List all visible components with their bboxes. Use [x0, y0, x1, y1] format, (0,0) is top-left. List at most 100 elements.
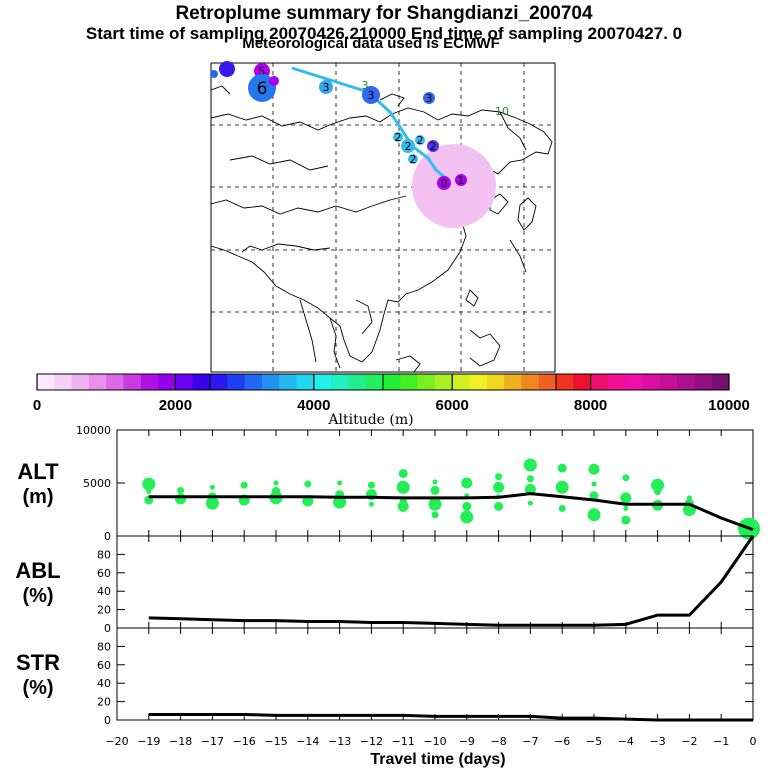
x-tick-label: −20 — [105, 735, 128, 748]
scatter-point — [205, 496, 219, 510]
y-tick-label: 40 — [97, 677, 111, 690]
scatter-point — [621, 515, 631, 525]
colorbar: 0 2000 4000 6000 8000 10000 Altitude (m) Mete… — [33, 35, 750, 428]
x-tick-label: −1 — [713, 735, 729, 748]
cluster-marker — [415, 135, 425, 145]
x-tick-label: −18 — [169, 735, 192, 748]
y-tick-label: 0 — [104, 622, 111, 635]
scatter-point — [428, 497, 442, 511]
cluster-label: 5 — [259, 65, 266, 78]
scatter-point — [588, 463, 600, 475]
x-tick-label: −8 — [490, 735, 506, 748]
x-tick-label: −2 — [681, 735, 697, 748]
colorbar-label: Altitude (m) — [327, 412, 413, 428]
y-tick-label: 60 — [97, 659, 111, 672]
colorbar-cell — [348, 374, 367, 390]
cluster-label: 2 — [395, 131, 402, 144]
y-tick-label: 0 — [104, 530, 111, 543]
cluster-label: 3 — [368, 89, 375, 102]
panel-label: ALT — [17, 459, 59, 484]
cluster-label: 2 — [417, 134, 424, 147]
cluster-marker — [269, 76, 279, 86]
colorbar-cell — [71, 374, 90, 390]
scatter-point — [462, 501, 472, 511]
cluster-label: 3 — [362, 79, 369, 92]
colorbar-cell — [625, 374, 643, 390]
cluster-marker — [319, 80, 333, 94]
colorbar-cell — [261, 374, 280, 390]
cluster-marker — [455, 174, 467, 186]
colorbar-cell — [106, 374, 124, 390]
colorbar-cell — [175, 374, 194, 390]
colorbar-cell — [313, 374, 332, 390]
panel-unit: (m) — [22, 486, 53, 508]
cluster-marker — [427, 140, 439, 152]
scatter-point — [523, 458, 537, 472]
colorbar-cell — [694, 374, 713, 390]
colorbar-cell — [590, 374, 609, 390]
cluster-label: 2 — [405, 140, 412, 153]
colorbar-cell — [573, 374, 591, 390]
x-tick-label: −3 — [649, 735, 665, 748]
x-tick-label: 0 — [750, 735, 757, 748]
scatter-point — [527, 500, 533, 506]
series-line-alt — [148, 492, 754, 532]
colorbar-cell — [469, 374, 488, 390]
colorbar-cell — [54, 374, 72, 390]
scatter-point — [398, 468, 408, 478]
colorbar-cell — [556, 374, 574, 390]
scatter-point — [591, 481, 597, 487]
x-tick-label: −14 — [296, 735, 319, 748]
scatter-point — [558, 504, 566, 512]
x-tick-label: −10 — [423, 735, 446, 748]
scatter-point — [177, 486, 185, 494]
met-data-line: Meteorological data used is ECMWF — [242, 35, 500, 52]
y-tick-label: 60 — [97, 567, 111, 580]
colorbar-tick-labels: 0 2000 4000 6000 8000 10000 — [33, 374, 750, 414]
colorbar-cell — [365, 374, 384, 390]
x-tick-label: −19 — [137, 735, 160, 748]
scatter-point — [367, 481, 375, 489]
scatter-point — [557, 463, 567, 473]
colorbar-cell — [504, 374, 522, 390]
colorbar-cell — [607, 374, 626, 390]
cluster-label: 10 — [495, 105, 509, 118]
cluster-marker — [423, 92, 435, 104]
colorbar-cell — [486, 374, 505, 390]
panel-unit: (%) — [22, 585, 53, 607]
scatter-point — [524, 483, 536, 495]
colorbar-cell — [88, 374, 107, 390]
series-line-str — [148, 712, 753, 722]
sampling-time-line: Start time of sampling 20070426.210000 E… — [85, 24, 683, 43]
x-tick-label: −16 — [233, 735, 256, 748]
colorbar-cell — [383, 374, 401, 390]
scatter-point — [175, 493, 187, 505]
x-tick-label: −11 — [392, 735, 415, 748]
scatter-point — [555, 480, 569, 494]
scatter-point — [495, 473, 503, 481]
scatter-point — [526, 475, 534, 483]
map-coastlines — [211, 85, 553, 372]
scatter-point — [460, 510, 474, 524]
colorbar-cell — [452, 374, 470, 390]
y-tick-label: 20 — [97, 604, 111, 617]
y-tick-label: 20 — [97, 696, 111, 709]
scatter-point — [431, 511, 439, 519]
colorbar-cell — [296, 374, 315, 390]
x-tick-label: −9 — [459, 735, 475, 748]
cluster-label: 2 — [430, 140, 437, 153]
x-tick-label: −17 — [201, 735, 224, 748]
y-tick-label: 80 — [97, 640, 111, 653]
colorbar-tick-label: 6000 — [436, 397, 469, 414]
colorbar-cell — [538, 374, 557, 390]
cluster-label: 2 — [410, 153, 417, 166]
cluster-marker — [401, 139, 415, 153]
x-tick-label: −4 — [618, 735, 634, 748]
colorbar-cell — [711, 374, 730, 390]
panel-label: ABL — [15, 558, 60, 583]
scatter-point — [273, 480, 279, 486]
x-axis-label: Travel time (days) — [370, 751, 505, 768]
colorbar-cell — [677, 374, 695, 390]
